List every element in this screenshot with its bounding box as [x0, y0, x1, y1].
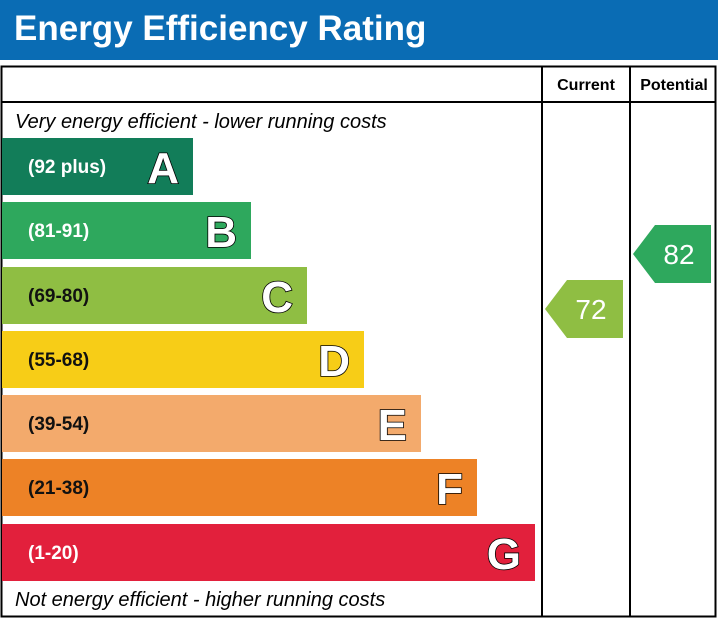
potential-arrow-shape	[633, 225, 711, 283]
band-letter: F	[436, 465, 463, 514]
band-range-label: (39-54)	[28, 414, 89, 435]
band-letter: E	[378, 401, 407, 450]
band-bar-g	[2, 524, 535, 581]
band-bar-d	[2, 331, 364, 388]
header-bar: Energy Efficiency Rating	[0, 0, 718, 60]
current-arrow-shape	[545, 280, 623, 338]
band-c: (69-80) C	[2, 267, 307, 324]
band-range-label: (55-68)	[28, 350, 89, 371]
band-bar-a	[2, 138, 193, 195]
band-f: (21-38) F	[2, 459, 477, 516]
band-b: (81-91) B	[2, 202, 251, 259]
current-rating-arrow: 72	[545, 280, 623, 338]
potential-rating-value: 82	[663, 239, 694, 270]
column-header-potential: Potential	[640, 77, 708, 94]
band-bar-f	[2, 459, 477, 516]
band-letter: B	[205, 208, 237, 257]
band-g: (1-20) G	[2, 524, 535, 581]
band-bar-b	[2, 202, 251, 259]
band-range-label: (21-38)	[28, 478, 89, 499]
chart-frame	[0, 65, 717, 618]
band-letter: C	[261, 273, 293, 322]
potential-rating-arrow: 82	[633, 225, 711, 283]
chart-title: Energy Efficiency Rating	[14, 9, 427, 48]
band-e: (39-54) E	[2, 395, 421, 452]
column-header-current: Current	[557, 77, 615, 94]
band-letter: A	[147, 144, 179, 193]
band-a: (92 plus) A	[2, 138, 193, 195]
band-d: (55-68) D	[2, 331, 364, 388]
band-letter: G	[487, 530, 521, 579]
band-range-label: (1-20)	[28, 543, 79, 564]
current-rating-value: 72	[575, 294, 606, 325]
bottom-note: Not energy efficient - higher running co…	[15, 589, 385, 611]
band-letter: D	[318, 337, 350, 386]
band-range-label: (81-91)	[28, 221, 89, 242]
band-bar-c	[2, 267, 307, 324]
band-range-label: (92 plus)	[28, 157, 106, 178]
band-bar-e	[2, 395, 421, 452]
top-note: Very energy efficient - lower running co…	[15, 111, 387, 133]
band-range-label: (69-80)	[28, 286, 89, 307]
